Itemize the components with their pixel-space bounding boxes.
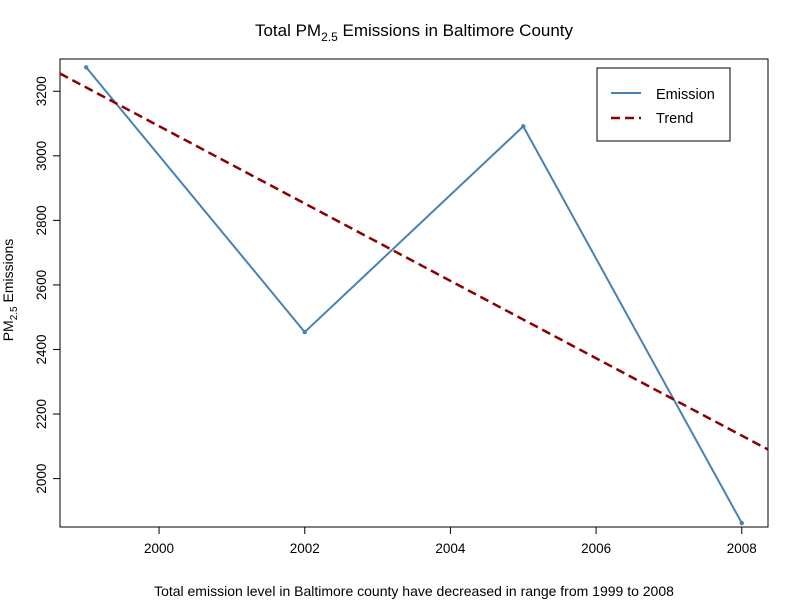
- series-line-trend: [59, 72, 769, 451]
- chart-title: Total PM2.5 Emissions in Baltimore Count…: [255, 21, 574, 44]
- x-tick-label-2004: 2004: [435, 541, 466, 556]
- y-axis-title-suffix: Emissions: [0, 239, 16, 307]
- x-tick-label-2006: 2006: [581, 541, 611, 556]
- chart-title-prefix: Total PM: [255, 21, 321, 40]
- data-point-emission-2005: [521, 124, 526, 129]
- y-tick-label-2000: 2000: [34, 464, 49, 494]
- chart-title-subscript: 2.5: [321, 30, 338, 44]
- x-tick-label-2000: 2000: [144, 541, 174, 556]
- series-layer: [59, 65, 769, 526]
- x-axis-title: Total emission level in Baltimore county…: [154, 583, 674, 599]
- series-line-emission: [85, 66, 743, 524]
- data-point-emission-2008: [739, 520, 744, 526]
- x-axis: 2000 2002 2004 2006 2008: [144, 527, 757, 556]
- y-tick-label-2400: 2400: [34, 334, 49, 364]
- data-point-emission-1999: [84, 65, 89, 70]
- y-axis-title-prefix: PM: [0, 320, 16, 341]
- x-tick-label-2008: 2008: [727, 541, 757, 556]
- y-tick-label-3200: 3200: [34, 76, 49, 106]
- y-axis-title-subscript: 2.5: [9, 306, 20, 320]
- data-point-emission-2002: [302, 329, 307, 335]
- y-tick-label-3000: 3000: [34, 141, 49, 171]
- y-tick-label-2800: 2800: [34, 205, 49, 235]
- legend-label-emission: Emission: [656, 87, 715, 103]
- chart-title-suffix: Emissions in Baltimore County: [338, 21, 574, 40]
- legend: Emission Trend: [596, 67, 731, 142]
- y-axis-title: PM2.5 Emissions: [0, 239, 20, 342]
- legend-box: [596, 67, 731, 142]
- x-tick-label-2002: 2002: [290, 541, 320, 556]
- y-tick-label-2200: 2200: [34, 399, 49, 429]
- legend-label-trend: Trend: [656, 111, 693, 127]
- y-tick-label-2600: 2600: [34, 270, 49, 300]
- plot-frame: [59, 58, 769, 528]
- y-axis: 2000 2200 2400 2600 2800 3000 3200: [34, 76, 60, 494]
